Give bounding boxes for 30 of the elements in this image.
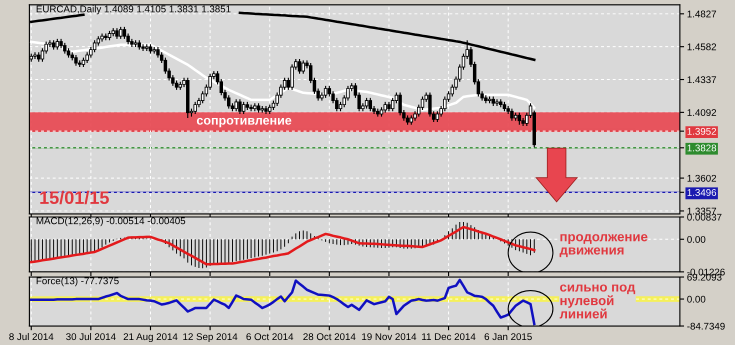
chart-title: EURCAD,Daily 1.4089 1.4105 1.3831 1.3851 [36,5,231,14]
y-tick-label: 1.3952 [688,128,716,135]
x-tick-label: 12 Sep 2014 [183,333,238,342]
x-tick-label: 11 Dec 2014 [422,333,476,340]
y-tick-label: 0.00 [687,296,706,303]
y-tick-label: 1.3828 [688,144,716,152]
text: сильно под нулевой линией [560,284,636,318]
y-tick-label: 1.4337 [688,76,716,84]
text: продолжение движения [560,234,648,258]
y-tick-label: 1.4092 [688,109,716,116]
y-tick-label: 1.3602 [688,174,716,182]
x-tick-label: 6 Jan 2015 [484,333,532,340]
y-tick-label: 1.3496 [688,189,716,196]
chart-title: MACD(12,26,9) -0.00514 -0.00405 [36,217,186,226]
y-tick-label: 1.4827 [688,10,716,18]
y-tick-label: 69.2093 [687,274,722,281]
y-tick-label: 0.00 [687,236,706,243]
chart-title: Force(13) -77.7375 [36,277,119,286]
x-tick-label: 30 Jul 2014 [66,332,116,340]
x-tick-label: 21 Aug 2014 [124,333,178,342]
band-label: сопротивление [196,118,292,128]
y-tick-label: -0.01226 [687,268,725,276]
x-tick-label: 28 Oct 2014 [303,333,356,340]
x-tick-label: 8 Jul 2014 [9,332,54,340]
annotation: 15/01/15 [40,190,109,204]
y-tick-label: 1.4582 [688,43,716,50]
y-tick-label: -84.7349 [687,322,725,330]
y-tick-label: 1.3357 [688,208,716,215]
x-tick-label: 6 Oct 2014 [246,333,294,340]
x-tick-label: 19 Nov 2014 [362,333,416,340]
